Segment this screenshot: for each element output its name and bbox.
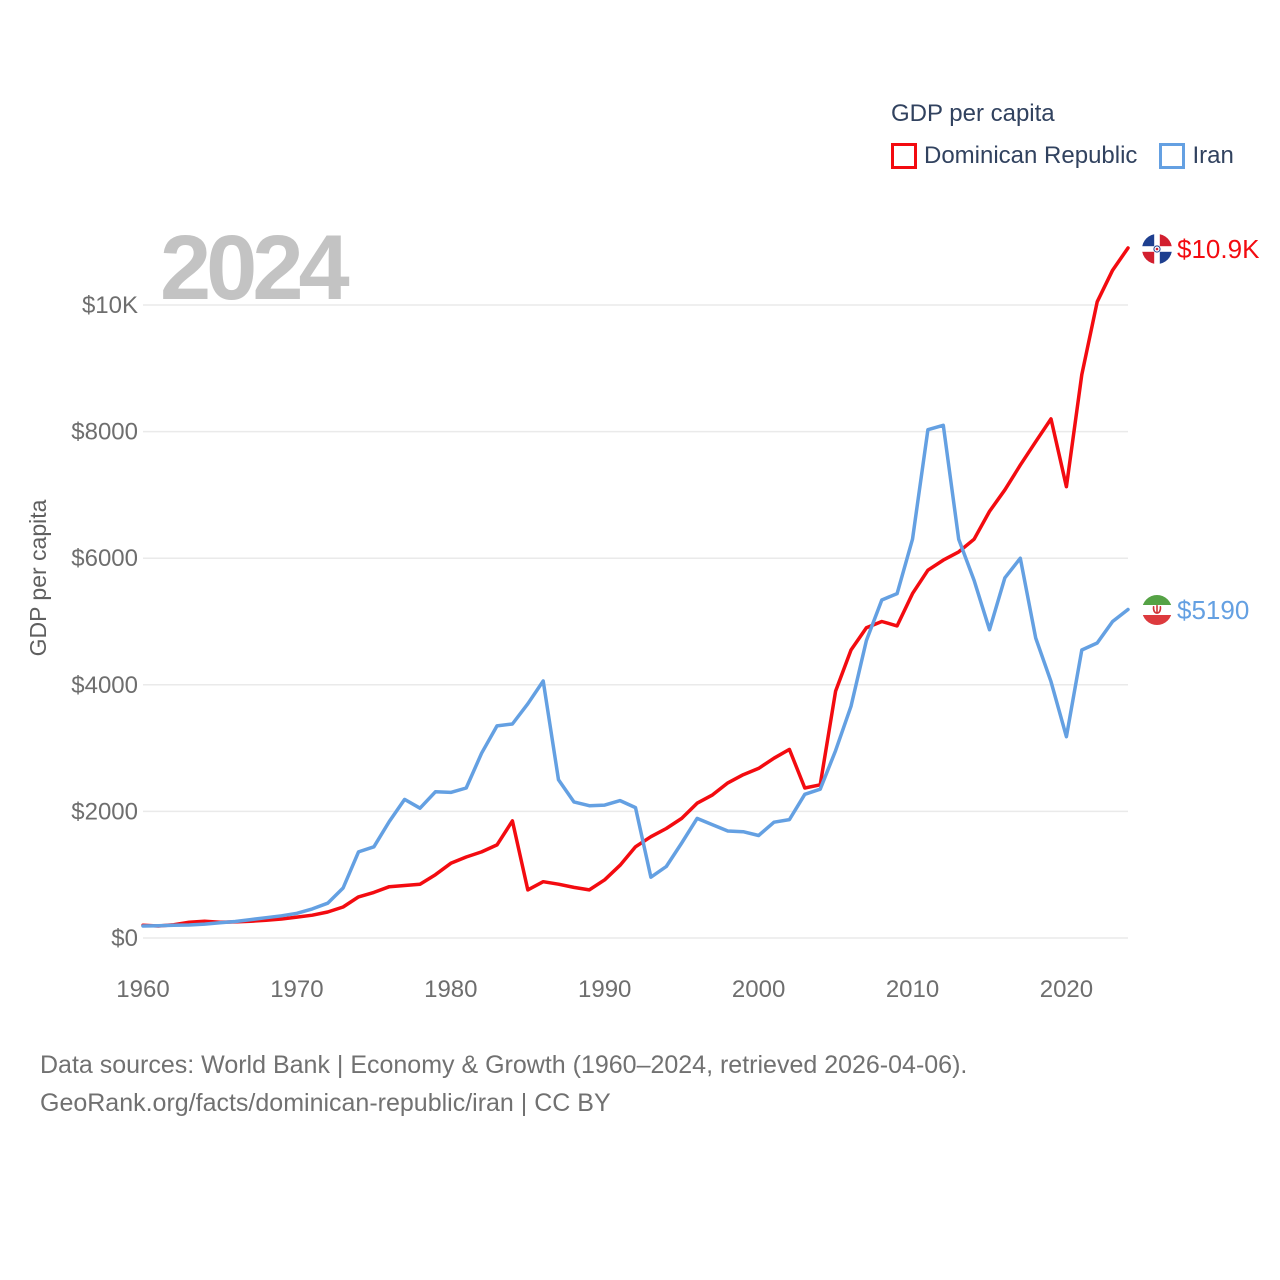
year-watermark: 2024 <box>160 217 350 319</box>
y-tick-label: $10K <box>82 292 138 319</box>
iran-flag-icon <box>1142 595 1172 625</box>
gridlines <box>143 304 1128 939</box>
y-tick-label: $6000 <box>71 545 138 572</box>
iran-swatch-icon <box>1159 143 1186 169</box>
legend-label: Dominican Republic <box>924 142 1138 169</box>
x-tick-label: 1990 <box>578 976 631 1003</box>
legend-item-iran[interactable]: Iran <box>1159 142 1234 170</box>
y-tick-label: $4000 <box>71 672 138 699</box>
footer-attribution-line: GeoRank.org/facts/dominican-republic/ira… <box>40 1089 611 1117</box>
x-tick-label: 2010 <box>886 976 939 1003</box>
series-line-dominican-republic[interactable] <box>141 246 1130 928</box>
x-axis-tick-labels: 1960 1970 1980 1990 2000 2010 2020 <box>116 976 1093 1003</box>
dominican-republic-swatch-icon <box>891 143 917 169</box>
chart-series-lines <box>141 246 1130 928</box>
y-axis-tick-labels: $0 $2000 $4000 $6000 $8000 $10K <box>71 292 138 952</box>
y-tick-label: $2000 <box>71 798 138 825</box>
y-axis-title: GDP per capita <box>25 499 51 656</box>
y-tick-label: $8000 <box>71 419 138 446</box>
iran-end-value: $5190 <box>1177 595 1249 625</box>
legend-item-dominican-republic[interactable]: Dominican Republic <box>891 142 1137 170</box>
dominican-republic-end-value: $10.9K <box>1177 234 1260 264</box>
legend-title: GDP per capita <box>891 100 1055 127</box>
y-tick-label: $0 <box>111 925 138 952</box>
dominican-republic-flag-icon <box>1142 234 1172 264</box>
series-line-iran[interactable] <box>141 423 1130 928</box>
x-tick-label: 2020 <box>1040 976 1093 1003</box>
x-tick-label: 1960 <box>116 976 169 1003</box>
legend-label: Iran <box>1192 142 1234 169</box>
data-source-footer: Data sources: World Bank | Economy & Gro… <box>40 1046 967 1122</box>
x-tick-label: 1970 <box>270 976 323 1003</box>
x-tick-label: 2000 <box>732 976 785 1003</box>
legend: GDP per capita Dominican Republic Iran <box>891 100 1234 170</box>
footer-sources-line: Data sources: World Bank | Economy & Gro… <box>40 1051 968 1079</box>
x-tick-label: 1980 <box>424 976 477 1003</box>
